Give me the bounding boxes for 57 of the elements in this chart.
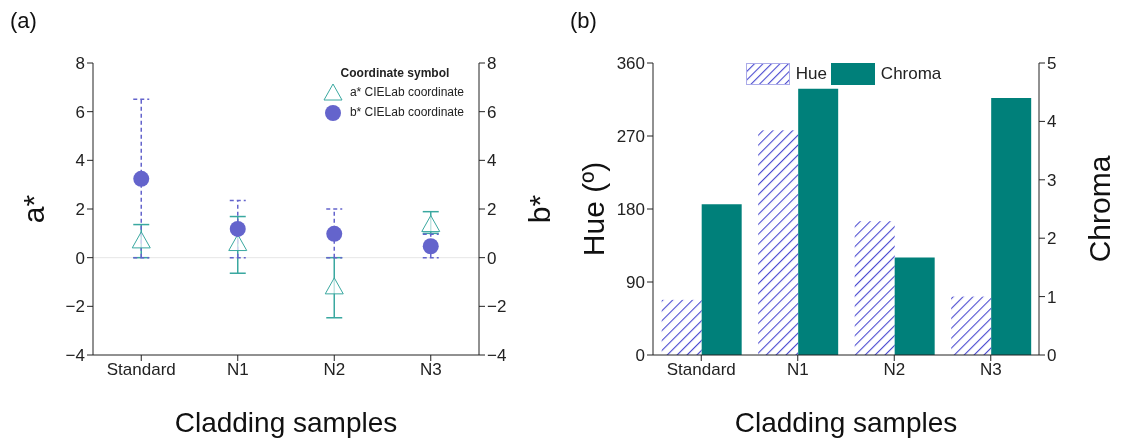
x-tick-label: N3 xyxy=(979,360,1002,380)
bar xyxy=(951,296,992,355)
bar xyxy=(991,98,1032,355)
x-tick-label: N1 xyxy=(786,360,809,380)
x-tick-label: Standard xyxy=(666,360,736,380)
x-tick-label: Standard xyxy=(106,360,176,380)
y-tick-label: 90 xyxy=(626,273,645,293)
legend-label: Hue xyxy=(795,64,827,84)
x-tick-label: N1 xyxy=(226,360,249,380)
y-tick-label: 8 xyxy=(75,54,85,74)
point xyxy=(324,277,344,295)
y-tick-label: 4 xyxy=(75,151,85,171)
y-axis-title: Hue (º) xyxy=(576,161,610,257)
point xyxy=(326,225,343,242)
point xyxy=(133,170,150,187)
y-tick-label: 270 xyxy=(616,127,645,147)
point xyxy=(421,215,441,233)
y2-tick-label: 8 xyxy=(487,54,497,74)
y-tick-label: 180 xyxy=(616,200,645,220)
y2-tick-label: −2 xyxy=(487,297,507,317)
y-tick-label: −4 xyxy=(65,346,85,366)
y-tick-label: 0 xyxy=(75,248,85,268)
point xyxy=(229,220,246,237)
text: (a) xyxy=(10,8,37,34)
x-tick-label: N2 xyxy=(883,360,906,380)
y2-tick-label: 6 xyxy=(487,102,497,122)
legend-title: Coordinate symbol xyxy=(339,66,451,80)
point xyxy=(422,238,439,255)
point xyxy=(228,234,248,252)
x-tick-label: N2 xyxy=(323,360,346,380)
y2-tick-label: 1 xyxy=(1047,287,1057,307)
x-axis-title: Cladding samples xyxy=(174,407,398,438)
y-tick-label: 2 xyxy=(75,200,85,220)
y2-tick-label: 0 xyxy=(1047,346,1057,366)
y2-axis-title: Chroma xyxy=(1082,155,1116,263)
y2-tick-label: 2 xyxy=(487,200,497,220)
legend-label: Chroma xyxy=(880,64,942,84)
y2-tick-label: 5 xyxy=(1047,54,1057,74)
x-axis-title: Cladding samples xyxy=(734,407,958,438)
y-axis-title: a* xyxy=(16,194,50,224)
legend-label: b* CIELab coordinate xyxy=(349,105,464,119)
y2-tick-label: 2 xyxy=(1047,229,1057,249)
bar xyxy=(701,204,742,355)
y-tick-label: 360 xyxy=(616,54,645,74)
y2-axis-title: b* xyxy=(522,194,556,224)
y-tick-label: 0 xyxy=(635,346,645,366)
y-tick-label: −2 xyxy=(65,297,85,317)
y2-tick-label: 3 xyxy=(1047,170,1057,190)
y2-tick-label: 4 xyxy=(487,151,497,171)
y-tick-label: 6 xyxy=(75,102,85,122)
y2-tick-label: 0 xyxy=(487,248,497,268)
text: (b) xyxy=(570,8,597,34)
x-tick-label: N3 xyxy=(419,360,442,380)
point xyxy=(131,231,151,249)
y2-tick-label: 4 xyxy=(1047,112,1057,132)
y2-tick-label: −4 xyxy=(487,346,507,366)
legend-label: a* CIELab coordinate xyxy=(349,85,464,99)
